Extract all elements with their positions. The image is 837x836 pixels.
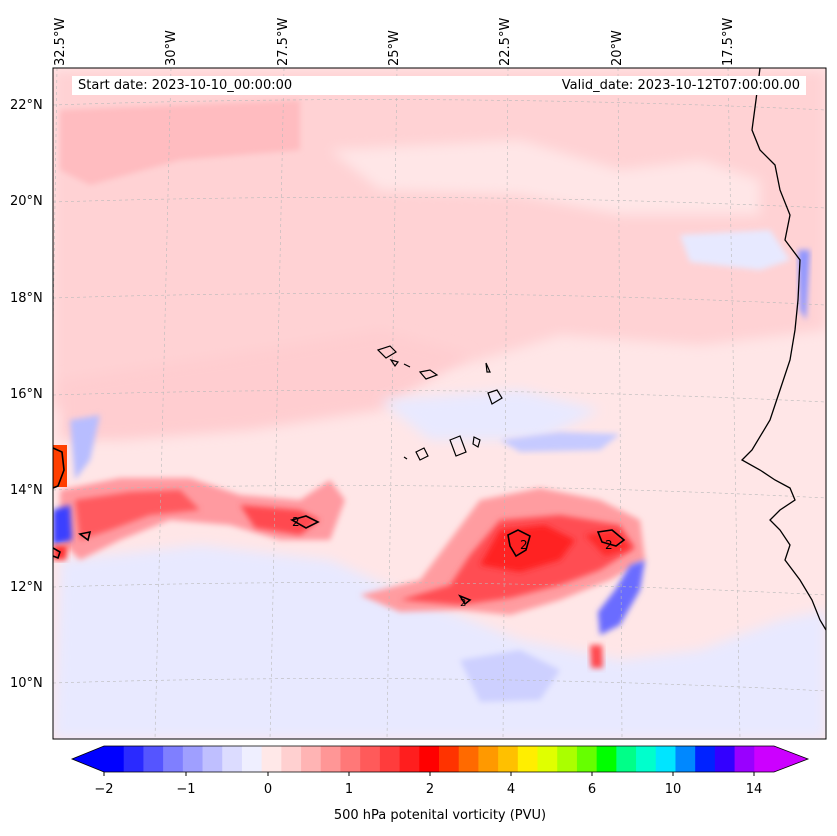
colorbar-swatch — [557, 746, 578, 772]
contour-label: 2 — [520, 538, 528, 552]
colorbar-tick-label: 14 — [745, 782, 763, 797]
colorbar-swatch — [320, 746, 341, 772]
colorbar-swatch — [281, 746, 302, 772]
colorbar-swatch — [498, 746, 519, 772]
blue-streak-east — [598, 560, 645, 635]
red-spot-south — [590, 645, 603, 668]
light-band-north — [330, 140, 760, 215]
colorbar-swatch — [340, 746, 361, 772]
colorbar-swatch — [636, 746, 657, 772]
colorbar-tick-label: 1 — [344, 782, 354, 797]
map-frame — [52, 67, 827, 740]
colorbar-swatch — [261, 746, 282, 772]
lon-label: 22.5°W — [498, 17, 513, 66]
colorbar-tick-label: 6 — [587, 782, 597, 797]
colorbar-swatch — [576, 746, 598, 772]
colorbar-swatch — [419, 746, 440, 772]
lat-label: 18°N — [10, 291, 43, 306]
colorbar-swatch — [163, 746, 184, 772]
cape-verde-islands — [376, 345, 503, 461]
colorbar-swatch — [202, 746, 223, 772]
africa-coastline — [740, 68, 826, 631]
lon-label: 17.5°W — [721, 17, 736, 66]
pale-blue-south — [53, 545, 826, 739]
colorbar-swatch — [360, 746, 381, 772]
colorbar-swatch — [714, 746, 736, 772]
colorbar-swatch — [675, 746, 696, 772]
colorbar-tick-label: 4 — [506, 782, 516, 797]
colorbar-title: 500 hPa potenital vorticity (PVU) — [333, 808, 547, 823]
colorbar-swatch — [301, 746, 322, 772]
lat-label: 12°N — [10, 580, 43, 595]
red-core-central-deep — [480, 525, 575, 572]
pink-streak-west — [60, 100, 300, 185]
pink-field-north — [53, 70, 826, 410]
lon-label: 20°W — [610, 30, 625, 66]
colorbar-swatch — [222, 746, 243, 772]
colorbar-swatch — [379, 746, 401, 772]
pv-2-contours — [53, 447, 626, 606]
colorbar-tick-label: 10 — [664, 782, 682, 797]
lat-label: 16°N — [10, 387, 43, 402]
valid-date: Valid_date: 2023-10-12T07:00:00.00 — [472, 76, 806, 95]
lat-label: 14°N — [10, 483, 43, 498]
pale-blue-central — [380, 390, 600, 440]
blue-patch-ne-coast — [798, 250, 810, 320]
lon-label: 25°W — [387, 30, 402, 66]
colorbar-swatch — [123, 746, 144, 772]
blue-patch-center — [500, 432, 620, 452]
lat-label: 22°N — [10, 98, 43, 113]
colorbar-swatch — [104, 746, 125, 772]
graticule — [53, 68, 826, 739]
lon-label: 30°W — [164, 30, 179, 66]
blue-edge-west — [53, 505, 72, 545]
colorbar-swatch — [596, 746, 617, 772]
colorbar-swatch — [517, 746, 539, 772]
colorbar-swatch — [143, 746, 164, 772]
colorbar-swatch — [616, 746, 637, 772]
colorbar-swatch — [734, 746, 755, 772]
colorbar — [70, 745, 810, 776]
lon-label: 32.5°W — [53, 17, 68, 66]
orange-edge-west — [53, 445, 67, 487]
colorbar-swatch — [399, 746, 420, 772]
colorbar-swatch — [537, 746, 558, 772]
blue-patch-west — [70, 415, 100, 480]
contour-label: 2 — [292, 515, 300, 529]
colorbar-swatch — [655, 746, 676, 772]
lon-label: 27.5°W — [276, 17, 291, 66]
colorbar-swatch — [458, 746, 479, 772]
pv-field: 2 2 2 2 — [53, 68, 826, 739]
lat-label: 20°N — [10, 194, 43, 209]
colorbar-swatch — [241, 746, 263, 772]
colorbar-under-arrow — [72, 746, 104, 772]
colorbar-swatch — [695, 746, 716, 772]
colorbar-over-arrow — [774, 746, 808, 772]
colorbar-swatch — [439, 746, 460, 772]
contour-label: 2 — [460, 598, 466, 609]
colorbar-swatch — [478, 746, 499, 772]
colorbar-swatch — [182, 746, 204, 772]
pale-blue-ne — [680, 230, 790, 270]
red-core-west2 — [240, 505, 320, 535]
red-core-west — [75, 490, 200, 540]
colorbar-tick-label: 0 — [263, 782, 273, 797]
contour-label: 2 — [605, 538, 613, 552]
colorbar-tick-label: 2 — [425, 782, 435, 797]
start-date: Start date: 2023-10-10_00:00:00 — [72, 76, 478, 95]
colorbar-tick-label: −1 — [176, 782, 196, 797]
colorbar-tick-label: −2 — [94, 782, 114, 797]
blue-patch-south — [460, 650, 560, 702]
colorbar-swatch — [754, 746, 775, 772]
lat-label: 10°N — [10, 676, 43, 691]
